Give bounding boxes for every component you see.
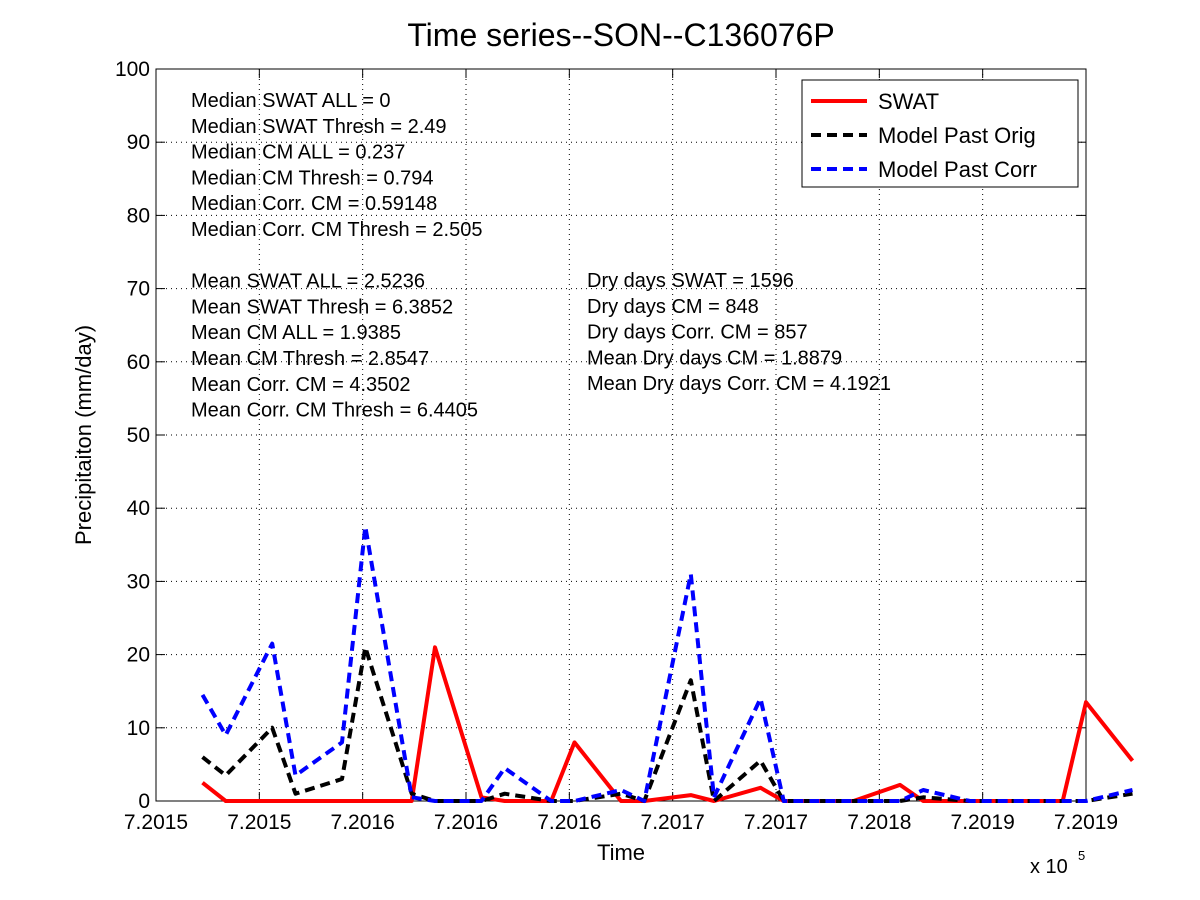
annotation-left: Median Corr. CM Thresh = 2.505: [191, 219, 482, 241]
y-axis-label: Precipitaiton (mm/day): [71, 325, 96, 545]
legend-label-1: Model Past Orig: [878, 123, 1036, 148]
annotation-left: Mean SWAT ALL = 2.5236: [191, 271, 425, 293]
legend-label-0: SWAT: [878, 89, 939, 114]
y-tick-label: 10: [127, 717, 150, 740]
x-exponent-power: 5: [1078, 848, 1085, 863]
annotation-left: Median Corr. CM = 0.59148: [191, 193, 437, 215]
annotation-left: Mean Corr. CM = 4.3502: [191, 374, 411, 396]
annotation-left: Median CM Thresh = 0.794: [191, 167, 434, 189]
annotation-left: Median CM ALL = 0.237: [191, 142, 405, 164]
y-tick-label: 0: [138, 790, 150, 813]
y-tick-label: 50: [127, 424, 150, 447]
series-line-2: [200, 524, 1133, 803]
annotation-right: Dry days CM = 848: [587, 296, 759, 318]
x-tick-label: 7.2015: [124, 811, 188, 834]
x-tick-label: 7.2015: [227, 811, 291, 834]
x-tick-label: 7.2019: [1054, 811, 1118, 834]
annotation-left: Mean CM Thresh = 2.8547: [191, 348, 429, 370]
annotation-left: Mean Corr. CM Thresh = 6.4405: [191, 400, 478, 422]
x-tick-label: 7.2018: [847, 811, 911, 834]
y-tick-label: 70: [127, 278, 150, 301]
x-tick-label: 7.2016: [537, 811, 601, 834]
y-tick-label: 60: [127, 351, 150, 374]
annotation-right: Dry days SWAT = 1596: [587, 270, 794, 292]
annotation-left: Median SWAT ALL = 0: [191, 90, 391, 112]
x-tick-label: 7.2017: [641, 811, 705, 834]
y-tick-label: 90: [127, 131, 150, 154]
series-lines: [200, 524, 1135, 803]
annotation-right: Mean Dry days CM = 1.8879: [587, 347, 842, 369]
y-tick-label: 80: [127, 204, 150, 227]
annotation-right: Dry days Corr. CM = 857: [587, 322, 808, 344]
legend-label-2: Model Past Corr: [878, 157, 1037, 182]
grid: [156, 69, 1086, 801]
statistics-annotations: Median SWAT ALL = 0 Median SWAT Thresh = …: [191, 90, 891, 422]
x-exponent-label: x 10: [1030, 856, 1068, 878]
annotation-left: Mean SWAT Thresh = 6.3852: [191, 296, 453, 318]
y-tick-label: 20: [127, 644, 150, 667]
series-line-1: [201, 645, 1133, 803]
x-tick-label: 7.2017: [744, 811, 808, 834]
annotation-left: Mean CM ALL = 1.9385: [191, 322, 401, 344]
y-tick-label: 30: [127, 570, 150, 593]
chart-title: Time series--SON--C136076P: [407, 17, 834, 53]
y-tick-label: 100: [115, 58, 150, 81]
annotation-left: Median SWAT Thresh = 2.49: [191, 116, 447, 138]
axis-ticks: 0 10 20 30 40 50 60 70 80 90 100 7.2015 7.2015 7.2016…: [115, 58, 1118, 834]
y-tick-label: 40: [127, 497, 150, 520]
legend: SWAT Model Past Orig Model Past Corr: [801, 79, 1079, 188]
x-tick-label: 7.2019: [951, 811, 1015, 834]
x-tick-label: 7.2016: [434, 811, 498, 834]
x-axis-label: Time: [597, 840, 645, 865]
x-tick-label: 7.2016: [331, 811, 395, 834]
annotation-right: Mean Dry days Corr. CM = 4.1921: [587, 373, 891, 395]
